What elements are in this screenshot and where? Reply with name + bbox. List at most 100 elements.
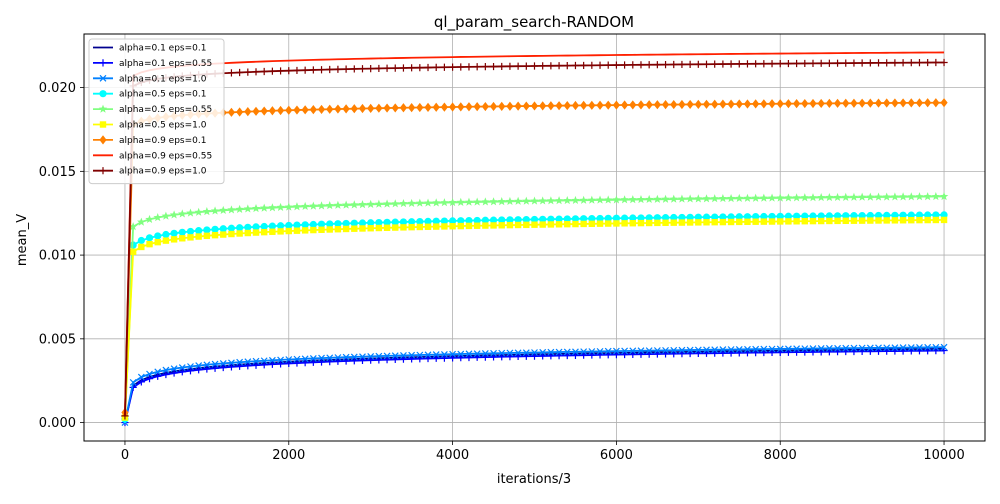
series-marker <box>907 59 915 67</box>
series-marker <box>702 99 711 109</box>
series-marker <box>236 362 244 370</box>
series-marker <box>736 218 743 226</box>
series-marker <box>661 60 670 69</box>
series-marker <box>400 352 407 359</box>
series-marker <box>220 231 227 238</box>
series-marker <box>317 358 326 366</box>
series-marker <box>261 228 268 236</box>
legend-box <box>88 38 225 185</box>
series-marker <box>145 234 154 242</box>
series-marker <box>268 360 276 368</box>
series-marker <box>391 103 399 113</box>
series-marker <box>588 348 596 355</box>
series-marker <box>390 199 400 208</box>
series-marker <box>875 344 882 352</box>
series-marker <box>817 217 825 225</box>
axis-ticks: 0 2000 4000 6000 8000 10000 0.000 0.005 0.010 0.0… <box>39 81 965 463</box>
series-marker <box>154 232 162 240</box>
series-marker <box>285 359 293 368</box>
series-marker <box>866 344 874 352</box>
series-marker <box>882 192 891 201</box>
series-marker <box>137 236 145 245</box>
series-marker <box>801 212 809 220</box>
series-marker <box>833 212 842 220</box>
series-marker <box>637 214 645 222</box>
series-marker <box>391 355 399 364</box>
legend-entry: alpha=0.1 eps=1.0 <box>93 74 207 84</box>
series-marker <box>874 347 883 355</box>
series-marker <box>161 211 171 220</box>
series-marker <box>891 347 899 355</box>
series-marker <box>408 351 416 359</box>
series-marker <box>309 220 317 229</box>
series-marker <box>457 102 465 112</box>
series-marker <box>605 220 612 227</box>
series-marker <box>940 98 948 108</box>
series-marker <box>711 60 719 68</box>
series-marker <box>187 363 194 370</box>
x-tick-label: 2000 <box>272 448 305 463</box>
x-tick-label: 0 <box>121 448 129 463</box>
series-marker <box>686 213 694 221</box>
series-marker <box>743 60 752 68</box>
series-marker <box>727 99 735 109</box>
series-marker <box>228 230 235 238</box>
series-marker <box>506 349 514 357</box>
series-marker <box>456 197 466 206</box>
series-marker <box>850 212 858 220</box>
plot-frame <box>83 33 986 442</box>
series-marker <box>801 218 808 225</box>
series-marker <box>341 200 351 209</box>
series-marker <box>203 232 211 240</box>
series-marker <box>498 216 506 224</box>
series-marker <box>367 103 375 113</box>
series-marker <box>489 216 498 224</box>
series-marker <box>481 350 489 357</box>
series-marker <box>636 194 646 204</box>
series-marker <box>350 357 358 365</box>
series-marker <box>424 223 432 230</box>
series-marker <box>809 345 817 352</box>
series-marker <box>899 59 907 67</box>
series-marker <box>457 354 465 362</box>
series-marker <box>604 100 612 110</box>
series-marker <box>326 220 334 228</box>
y-tick-label: 0.015 <box>39 165 76 180</box>
series-marker <box>178 368 186 376</box>
series-marker <box>621 347 629 355</box>
series-marker <box>145 214 154 224</box>
series-marker <box>350 200 359 209</box>
series-marker <box>539 215 547 223</box>
series-marker <box>146 370 153 378</box>
series-marker <box>203 226 211 234</box>
series-marker <box>899 98 907 108</box>
series-marker <box>153 213 162 222</box>
series-marker <box>482 222 489 229</box>
series-marker <box>621 61 629 69</box>
series-marker <box>686 60 694 68</box>
series-marker <box>424 217 432 225</box>
series-marker <box>833 348 842 356</box>
legend-label: alpha=0.9 eps=1.0 <box>119 167 207 177</box>
series-marker <box>580 220 587 228</box>
series-marker <box>595 195 605 204</box>
series-marker <box>317 201 326 210</box>
series-marker <box>186 208 195 217</box>
series-marker <box>244 68 252 76</box>
series-marker <box>932 216 940 224</box>
series-marker <box>236 224 244 232</box>
series-marker <box>842 212 850 220</box>
series-marker <box>711 218 718 226</box>
series-marker <box>195 227 203 235</box>
series-marker <box>481 101 489 112</box>
series-marker <box>440 217 448 225</box>
y-axis-label: mean_V <box>15 214 30 266</box>
series-marker <box>514 101 522 111</box>
series-marker <box>580 215 588 223</box>
series-marker <box>644 194 654 204</box>
series-marker <box>277 356 285 364</box>
series-marker <box>931 192 941 201</box>
series-marker <box>743 99 752 109</box>
series-marker <box>326 354 334 362</box>
series-marker <box>677 194 687 203</box>
